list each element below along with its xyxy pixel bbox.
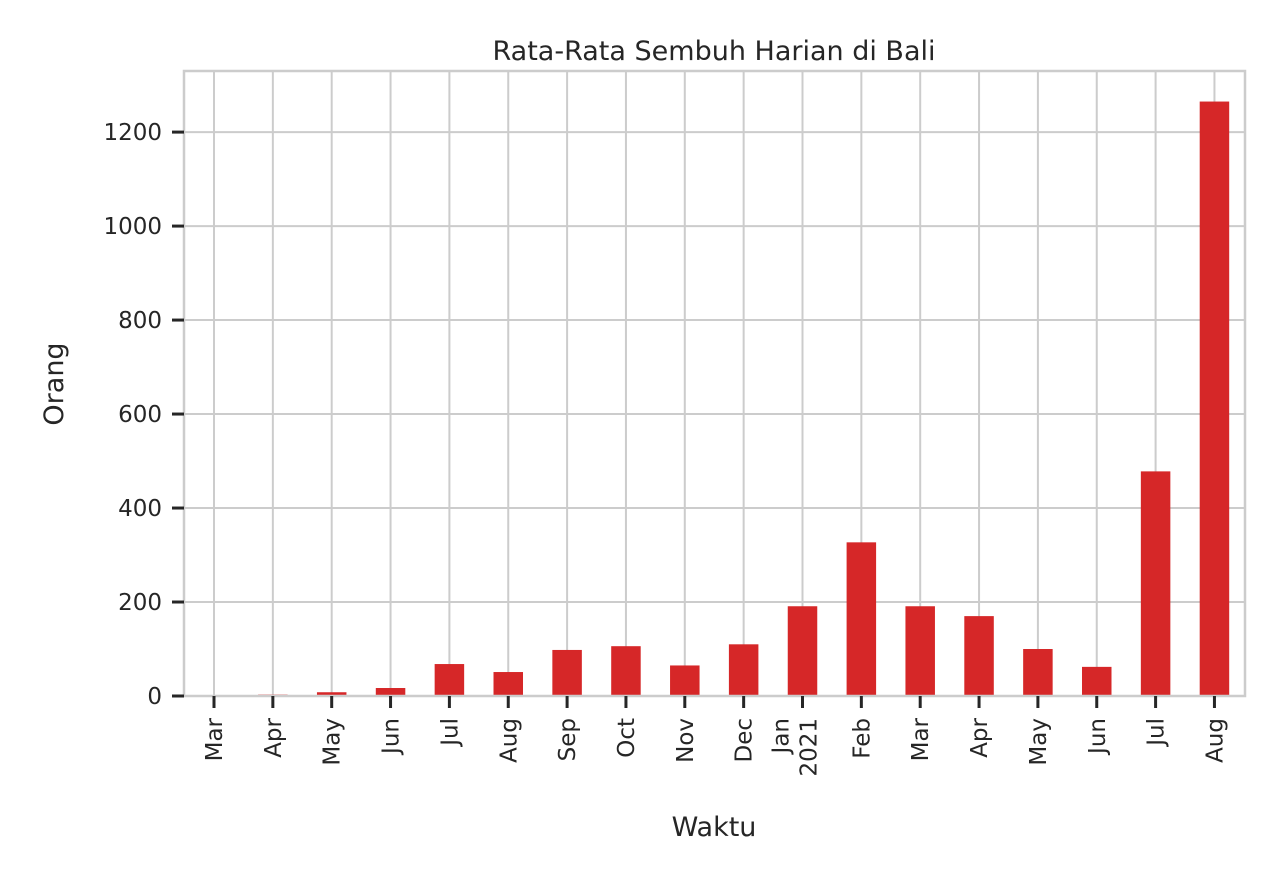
bar <box>905 606 935 696</box>
y-tick-label: 1200 <box>103 120 162 146</box>
y-tick-label: 1000 <box>103 214 162 240</box>
x-tick-label: Aug <box>496 718 522 763</box>
bar <box>1023 649 1053 696</box>
x-tick-label: Jul <box>437 718 463 748</box>
x-tick-sublabel: 2021 <box>797 718 823 777</box>
y-axis-label: Orang <box>39 342 70 425</box>
x-tick-label: Dec <box>732 718 758 763</box>
bar <box>375 688 406 696</box>
ticks-layer: 0 200 400 600 800 1000 1200 Mar Apr May Jun Jul Aug S… <box>103 120 1228 776</box>
bar <box>1140 471 1171 696</box>
y-tick-label: 600 <box>118 402 162 428</box>
x-tick-label: Mar <box>202 717 228 761</box>
plot-frame <box>182 69 1247 698</box>
bar <box>787 606 818 696</box>
x-tick-label: Apr <box>261 717 287 757</box>
y-tick-label: 200 <box>118 590 162 616</box>
grid-layer <box>184 71 1245 697</box>
y-tick-label: 800 <box>118 308 162 334</box>
bar <box>316 692 347 696</box>
x-tick-label: Jan <box>769 718 795 755</box>
bars-layer <box>258 101 1230 697</box>
x-tick-label: Feb <box>849 718 875 759</box>
bar <box>1082 666 1112 696</box>
x-tick-label: Nov <box>673 718 699 763</box>
bar <box>728 644 759 696</box>
x-tick-label: May <box>1026 718 1052 766</box>
bar <box>552 649 582 696</box>
x-tick-label: Jun <box>379 718 405 756</box>
bar <box>846 542 877 696</box>
x-tick-label: Sep <box>555 718 581 761</box>
x-tick-label: Aug <box>1202 718 1228 763</box>
bar <box>493 672 523 696</box>
x-tick-label: May <box>320 718 346 766</box>
x-tick-label: Apr <box>967 717 993 757</box>
x-axis-label: Waktu <box>672 812 757 843</box>
x-tick-label: Oct <box>614 718 640 758</box>
y-tick-label: 0 <box>147 684 162 710</box>
y-tick-label: 400 <box>118 496 162 522</box>
x-tick-label: Jun <box>1085 718 1111 756</box>
x-tick-label: Jul <box>1144 718 1170 748</box>
chart-title: Rata-Rata Sembuh Harian di Bali <box>493 36 936 67</box>
bar <box>611 646 641 696</box>
bar <box>434 664 465 696</box>
bar <box>1199 101 1230 697</box>
bar <box>964 616 994 696</box>
x-tick-label: Mar <box>908 717 934 761</box>
bar <box>670 665 700 696</box>
